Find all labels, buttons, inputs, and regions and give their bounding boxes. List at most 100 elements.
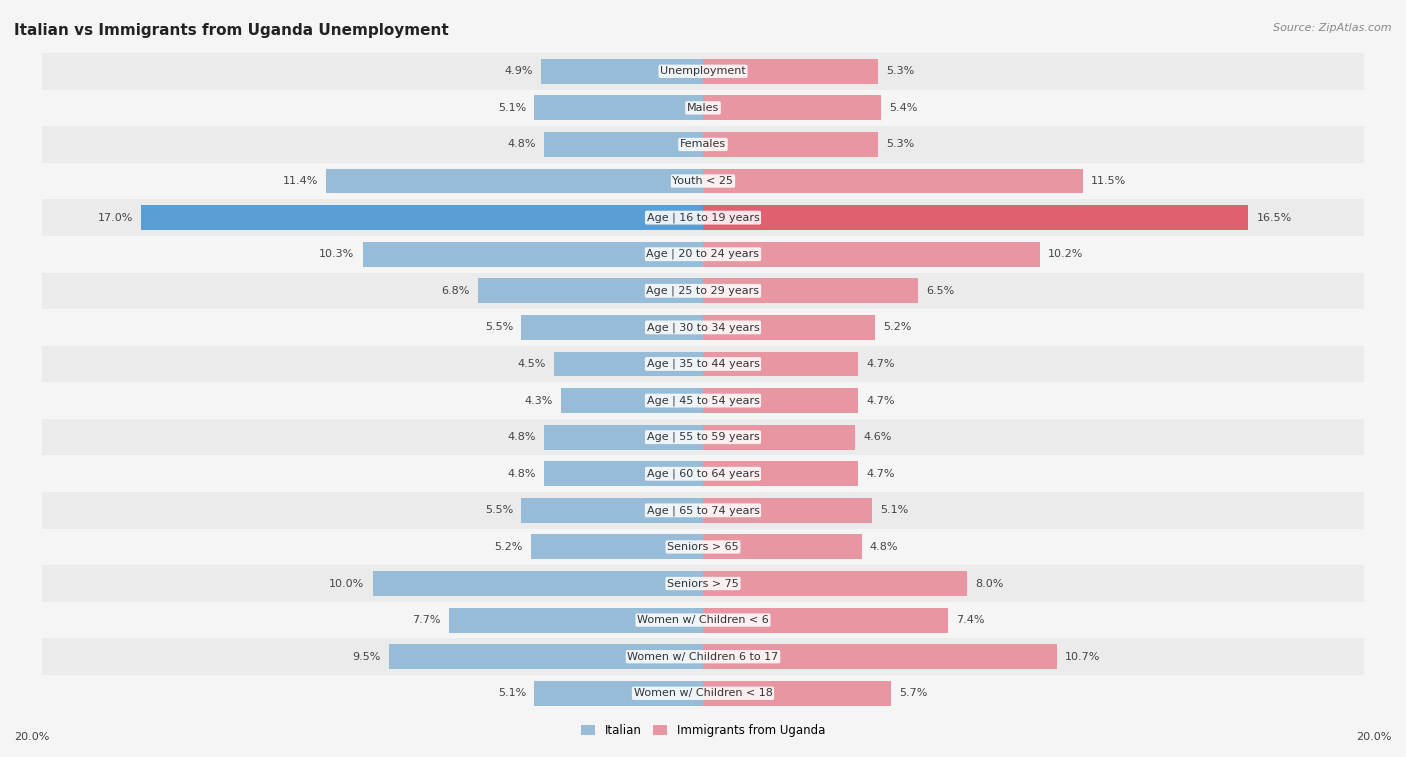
- Bar: [42, 346, 1364, 382]
- Text: 4.8%: 4.8%: [508, 139, 536, 149]
- Text: Source: ZipAtlas.com: Source: ZipAtlas.com: [1274, 23, 1392, 33]
- Text: 5.2%: 5.2%: [495, 542, 523, 552]
- Bar: [522, 315, 703, 340]
- Bar: [478, 279, 703, 304]
- Text: 5.1%: 5.1%: [498, 688, 526, 698]
- Text: Age | 55 to 59 years: Age | 55 to 59 years: [647, 432, 759, 442]
- Bar: [703, 95, 882, 120]
- Text: 11.5%: 11.5%: [1091, 176, 1126, 186]
- Text: 4.7%: 4.7%: [866, 359, 896, 369]
- Text: 7.7%: 7.7%: [412, 615, 440, 625]
- Bar: [326, 169, 703, 194]
- Bar: [389, 644, 703, 669]
- Text: Women w/ Children 6 to 17: Women w/ Children 6 to 17: [627, 652, 779, 662]
- Text: Females: Females: [681, 139, 725, 149]
- Bar: [42, 565, 1364, 602]
- Text: 7.4%: 7.4%: [956, 615, 984, 625]
- Text: Seniors > 75: Seniors > 75: [666, 578, 740, 588]
- Text: Seniors > 65: Seniors > 65: [668, 542, 738, 552]
- Text: 4.8%: 4.8%: [870, 542, 898, 552]
- Bar: [42, 382, 1364, 419]
- Bar: [534, 681, 703, 706]
- Text: Age | 45 to 54 years: Age | 45 to 54 years: [647, 395, 759, 406]
- Text: 10.2%: 10.2%: [1049, 249, 1084, 259]
- Text: Unemployment: Unemployment: [661, 67, 745, 76]
- Text: 5.1%: 5.1%: [880, 506, 908, 516]
- Bar: [703, 388, 858, 413]
- Bar: [42, 236, 1364, 273]
- Bar: [703, 169, 1083, 194]
- Bar: [522, 498, 703, 523]
- Text: Age | 30 to 34 years: Age | 30 to 34 years: [647, 322, 759, 332]
- Text: 4.7%: 4.7%: [866, 396, 896, 406]
- Bar: [42, 456, 1364, 492]
- Bar: [42, 675, 1364, 712]
- Bar: [42, 309, 1364, 346]
- Text: 4.3%: 4.3%: [524, 396, 553, 406]
- Bar: [703, 644, 1056, 669]
- Text: Age | 35 to 44 years: Age | 35 to 44 years: [647, 359, 759, 369]
- Bar: [42, 492, 1364, 528]
- Text: Age | 25 to 29 years: Age | 25 to 29 years: [647, 285, 759, 296]
- Bar: [703, 534, 862, 559]
- Text: 16.5%: 16.5%: [1257, 213, 1292, 223]
- Bar: [703, 279, 918, 304]
- Text: Age | 65 to 74 years: Age | 65 to 74 years: [647, 505, 759, 516]
- Bar: [561, 388, 703, 413]
- Bar: [42, 638, 1364, 675]
- Bar: [703, 351, 858, 376]
- Bar: [703, 498, 872, 523]
- Text: 4.5%: 4.5%: [517, 359, 546, 369]
- Bar: [703, 315, 875, 340]
- Bar: [42, 126, 1364, 163]
- Bar: [141, 205, 703, 230]
- Text: 8.0%: 8.0%: [976, 578, 1004, 588]
- Bar: [541, 59, 703, 84]
- Text: 20.0%: 20.0%: [1357, 732, 1392, 742]
- Text: 5.3%: 5.3%: [886, 67, 915, 76]
- Text: 4.6%: 4.6%: [863, 432, 891, 442]
- Bar: [703, 241, 1040, 266]
- Bar: [42, 53, 1364, 89]
- Text: Age | 20 to 24 years: Age | 20 to 24 years: [647, 249, 759, 260]
- Bar: [703, 132, 879, 157]
- Bar: [449, 608, 703, 633]
- Text: 5.2%: 5.2%: [883, 322, 911, 332]
- Bar: [554, 351, 703, 376]
- Bar: [42, 89, 1364, 126]
- Text: 4.8%: 4.8%: [508, 469, 536, 478]
- Text: 9.5%: 9.5%: [353, 652, 381, 662]
- Bar: [42, 273, 1364, 309]
- Text: 5.4%: 5.4%: [890, 103, 918, 113]
- Text: Age | 60 to 64 years: Age | 60 to 64 years: [647, 469, 759, 479]
- Bar: [42, 528, 1364, 565]
- Text: 20.0%: 20.0%: [14, 732, 49, 742]
- Bar: [544, 425, 703, 450]
- Bar: [373, 571, 703, 596]
- Text: Males: Males: [688, 103, 718, 113]
- Bar: [42, 419, 1364, 456]
- Text: 4.9%: 4.9%: [505, 67, 533, 76]
- Text: 5.7%: 5.7%: [900, 688, 928, 698]
- Bar: [42, 199, 1364, 236]
- Bar: [703, 59, 879, 84]
- Bar: [42, 163, 1364, 199]
- Bar: [703, 681, 891, 706]
- Bar: [703, 461, 858, 486]
- Text: Age | 16 to 19 years: Age | 16 to 19 years: [647, 213, 759, 223]
- Text: Youth < 25: Youth < 25: [672, 176, 734, 186]
- Bar: [703, 608, 948, 633]
- Bar: [703, 205, 1249, 230]
- Text: 10.0%: 10.0%: [329, 578, 364, 588]
- Text: Women w/ Children < 6: Women w/ Children < 6: [637, 615, 769, 625]
- Bar: [544, 461, 703, 486]
- Text: 5.1%: 5.1%: [498, 103, 526, 113]
- Text: Italian vs Immigrants from Uganda Unemployment: Italian vs Immigrants from Uganda Unempl…: [14, 23, 449, 38]
- Text: 6.8%: 6.8%: [441, 286, 470, 296]
- Text: 6.5%: 6.5%: [927, 286, 955, 296]
- Legend: Italian, Immigrants from Uganda: Italian, Immigrants from Uganda: [576, 719, 830, 742]
- Text: 4.8%: 4.8%: [508, 432, 536, 442]
- Text: 10.3%: 10.3%: [319, 249, 354, 259]
- Bar: [363, 241, 703, 266]
- Bar: [703, 425, 855, 450]
